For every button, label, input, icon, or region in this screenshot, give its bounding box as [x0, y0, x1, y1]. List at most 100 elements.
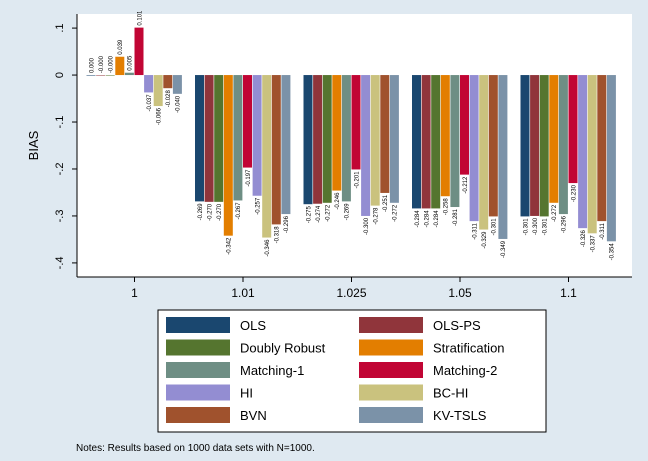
bar — [153, 75, 163, 107]
bar — [440, 75, 450, 197]
bar — [233, 75, 243, 201]
bar — [351, 75, 361, 170]
bar-value-label: -0.230 — [571, 184, 577, 202]
bar — [530, 75, 540, 216]
bar — [460, 75, 469, 175]
bar-value-label: -0.197 — [246, 169, 252, 187]
bar — [204, 75, 214, 202]
bar — [498, 75, 508, 239]
bar-value-label: -0.301 — [543, 218, 549, 236]
legend-swatch — [166, 362, 230, 378]
legend-label: BC-HI — [433, 386, 468, 401]
bar — [252, 75, 262, 196]
y-tick-label: -.3 — [54, 210, 66, 223]
bar-value-label: -0.000 — [99, 55, 105, 73]
bar — [172, 75, 182, 94]
bar-value-label: -0.301 — [523, 218, 529, 236]
bar-value-label: -0.028 — [166, 90, 172, 108]
bar — [105, 75, 115, 76]
legend-swatch — [166, 384, 230, 401]
bar-value-label: -0.066 — [157, 107, 163, 125]
x-tick-label: 1.05 — [448, 286, 472, 300]
legend-label: OLS-PS — [433, 318, 481, 333]
bar-value-label: -0.296 — [284, 215, 290, 233]
legend-label: BVN — [240, 408, 267, 423]
bar-value-label: -0.278 — [374, 207, 380, 225]
bar-value-label: -0.296 — [562, 215, 568, 233]
y-tick-label: -.4 — [54, 256, 66, 269]
bar — [450, 75, 460, 208]
legend-label: Stratification — [433, 341, 505, 356]
bar-value-label: -0.040 — [176, 95, 182, 113]
bar-value-label: -0.284 — [434, 210, 440, 228]
bar — [243, 75, 252, 168]
bar — [281, 75, 291, 215]
legend-label: HI — [240, 386, 253, 401]
bar — [558, 75, 568, 215]
bar — [469, 75, 479, 222]
bar-value-label: -0.201 — [354, 171, 360, 189]
bar-value-label: -0.284 — [424, 210, 430, 228]
bar — [144, 75, 154, 93]
bar-value-label: -0.269 — [345, 203, 351, 221]
bar — [214, 75, 224, 202]
bar-value-label: -0.301 — [492, 218, 498, 236]
x-tick-label: 1.1 — [560, 286, 577, 300]
bar-value-label: -0.000 — [109, 55, 115, 73]
legend-label: KV-TSLS — [433, 408, 487, 423]
bar-value-label: -0.272 — [552, 204, 558, 222]
bar-value-label: -0.037 — [147, 94, 153, 112]
bar — [223, 75, 233, 236]
bar-value-label: -0.318 — [275, 226, 281, 244]
bar-value-label: -0.329 — [482, 231, 488, 249]
bar-value-label: 0.039 — [118, 39, 124, 55]
bar-value-label: -0.311 — [472, 222, 478, 239]
bar-value-label: -0.300 — [364, 217, 370, 235]
bar — [380, 75, 390, 193]
bar-value-label: -0.251 — [383, 194, 389, 212]
bar — [568, 75, 578, 184]
bar-value-label: -0.258 — [444, 198, 450, 216]
bar-value-label: -0.272 — [393, 204, 399, 222]
bar-value-label: -0.354 — [610, 243, 616, 261]
bar-value-label: 0.000 — [89, 57, 95, 73]
legend-swatch — [166, 317, 230, 333]
x-tick-label: 1.025 — [336, 286, 366, 300]
y-tick-label: -.1 — [54, 116, 66, 129]
legend-swatch — [359, 384, 423, 401]
bar-value-label: -0.284 — [415, 210, 421, 228]
bar — [303, 75, 313, 205]
bar — [163, 75, 173, 89]
bar — [115, 56, 125, 76]
legend-swatch — [359, 317, 423, 333]
bar — [488, 75, 498, 217]
bar — [361, 75, 371, 216]
bar-value-label: -0.274 — [316, 205, 322, 223]
bar — [313, 75, 323, 204]
bar — [520, 75, 530, 217]
legend-label: Matching-2 — [433, 363, 497, 378]
y-tick-label: -.2 — [54, 163, 66, 176]
x-tick-label: 1 — [131, 286, 138, 300]
bar — [322, 75, 332, 203]
x-tick-label: 1.01 — [231, 286, 255, 300]
bar — [549, 75, 559, 203]
legend-swatch — [359, 407, 423, 423]
bar-value-label: -0.257 — [255, 197, 261, 215]
bar — [431, 75, 441, 209]
bar — [412, 75, 421, 209]
bar-value-label: -0.342 — [227, 237, 233, 255]
bar — [195, 75, 204, 202]
bar — [86, 75, 96, 76]
bar — [597, 75, 607, 222]
legend-label: Doubly Robust — [240, 341, 326, 356]
y-tick-label: .1 — [54, 23, 66, 32]
bar-value-label: -0.281 — [453, 208, 459, 226]
bar-value-label: -0.349 — [501, 240, 507, 258]
bar-value-label: -0.270 — [207, 203, 213, 221]
bar-value-label: -0.311 — [600, 222, 606, 239]
bar — [341, 75, 351, 202]
bar-value-label: -0.337 — [591, 235, 597, 253]
